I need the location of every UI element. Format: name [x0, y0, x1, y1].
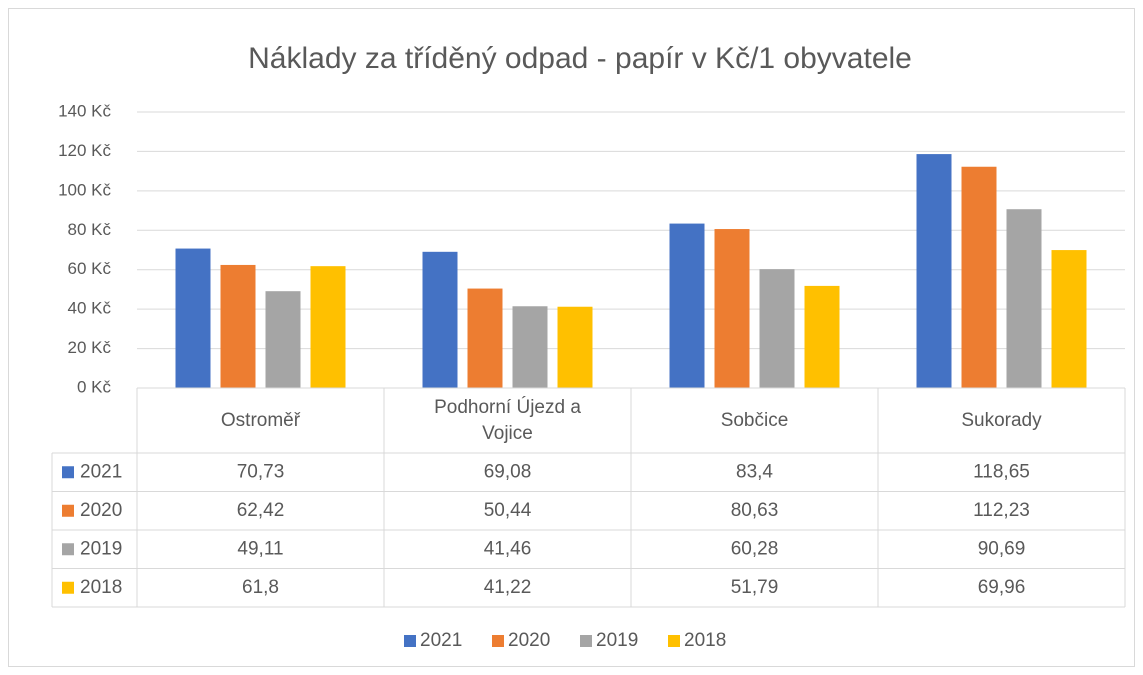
table-value: 51,79 — [731, 577, 779, 598]
legend-key — [62, 466, 74, 479]
bar — [961, 166, 997, 388]
table-value: 69,08 — [484, 461, 532, 482]
series-label: 2018 — [80, 577, 122, 598]
table-value: 62,42 — [237, 500, 285, 521]
y-tick-label: 100 Kč — [58, 180, 111, 199]
legend-label: 2021 — [420, 630, 462, 651]
table-value: 70,73 — [237, 461, 285, 482]
bar — [714, 229, 750, 388]
x-tick-label: Podhorní Újezd a Vojice — [434, 396, 581, 444]
category-cell: Podhorní Újezd a Vojice — [434, 396, 581, 444]
chart-title: Náklady za tříděný odpad - papír v Kč/1 … — [248, 42, 912, 75]
y-tick-label: 40 Kč — [68, 299, 112, 318]
table-value: 118,65 — [973, 461, 1030, 482]
legend-key — [62, 543, 74, 556]
bar — [1051, 250, 1087, 388]
legend-key — [62, 504, 74, 517]
bar — [557, 306, 593, 388]
table-value: 41,46 — [484, 538, 532, 559]
legend-label: 2018 — [684, 630, 726, 651]
table-value: 49,11 — [237, 538, 283, 559]
table-value: 83,4 — [736, 461, 773, 482]
bar — [759, 269, 795, 388]
x-tick-label: Ostroměř — [220, 409, 301, 431]
series-label: 2019 — [80, 538, 122, 559]
series-label: 2020 — [80, 500, 122, 521]
table-value: 61,8 — [242, 577, 279, 598]
table-value: 69,96 — [978, 577, 1026, 598]
bar — [669, 223, 705, 388]
y-tick-label: 80 Kč — [68, 220, 112, 239]
category-cell: Sukorady — [961, 409, 1042, 431]
category-cell: Ostroměř — [220, 409, 301, 431]
bar — [1006, 209, 1042, 388]
table-value: 50,44 — [484, 500, 532, 521]
x-tick-label: Sobčice — [720, 409, 789, 431]
table-value: 60,28 — [731, 538, 779, 559]
table-value: 41,22 — [484, 577, 532, 598]
legend-label: 2020 — [508, 630, 550, 651]
legend-key — [580, 635, 592, 647]
legend-key — [668, 635, 680, 647]
legend-label: 2019 — [596, 630, 638, 651]
bar — [512, 306, 548, 388]
bar — [804, 285, 840, 388]
bar — [220, 264, 256, 388]
legend-key — [404, 635, 416, 647]
bar — [422, 251, 458, 388]
y-tick-label: 0 Kč — [77, 377, 112, 396]
table-value: 80,63 — [731, 500, 779, 521]
legend-key — [62, 581, 74, 594]
x-tick-label: Sukorady — [961, 409, 1042, 431]
bar — [916, 154, 952, 388]
category-cell: Sobčice — [720, 409, 789, 431]
bar — [265, 291, 301, 388]
y-tick-label: 20 Kč — [68, 338, 112, 357]
y-tick-label: 120 Kč — [58, 141, 111, 160]
table-value: 112,23 — [973, 500, 1030, 521]
bar — [310, 266, 346, 388]
legend-key — [492, 635, 504, 647]
bar — [175, 248, 211, 388]
bar — [467, 288, 503, 388]
series-label: 2021 — [80, 461, 122, 482]
y-tick-label: 140 Kč — [58, 101, 111, 120]
table-value: 90,69 — [978, 538, 1026, 559]
y-tick-label: 60 Kč — [68, 259, 112, 278]
